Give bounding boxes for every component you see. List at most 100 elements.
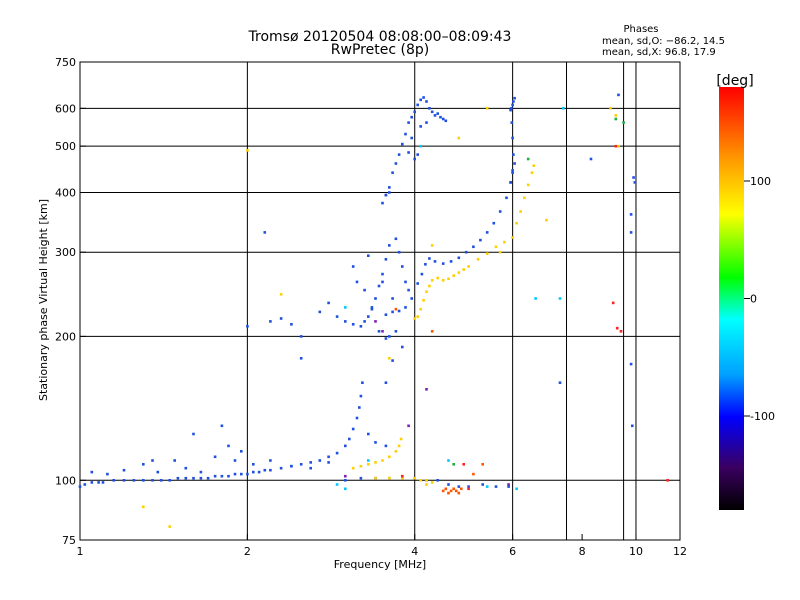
data-point <box>492 221 496 225</box>
y-tick-label: 500 <box>55 140 76 153</box>
data-point <box>532 164 536 167</box>
data-point <box>374 441 377 444</box>
data-point <box>344 474 347 478</box>
data-point <box>510 121 514 124</box>
data-point <box>377 284 381 288</box>
data-point <box>632 176 635 179</box>
data-point <box>452 463 455 466</box>
data-point <box>367 459 370 462</box>
data-point <box>335 315 339 318</box>
data-point <box>370 306 374 309</box>
data-point <box>479 238 482 242</box>
data-point <box>614 114 618 117</box>
data-point <box>381 280 384 284</box>
data-point <box>485 231 489 234</box>
data-point <box>485 485 489 488</box>
data-point <box>381 330 384 333</box>
data-point <box>436 276 439 280</box>
data-point <box>309 461 312 464</box>
data-point <box>511 103 514 107</box>
data-point <box>503 240 506 244</box>
data-point <box>394 162 398 165</box>
x-tick-label: 2 <box>244 545 251 558</box>
x-axis-ticks: 1 2 4 6 8 10 12 <box>77 534 687 558</box>
data-point <box>419 479 422 482</box>
data-point <box>428 284 431 288</box>
data-point <box>233 459 237 462</box>
data-point <box>481 463 484 466</box>
data-point <box>122 468 126 472</box>
data-point <box>269 468 272 472</box>
data-point <box>263 468 267 472</box>
colorbar-tick-label: -100 <box>750 410 775 423</box>
data-point <box>391 297 394 300</box>
data-point <box>615 326 619 330</box>
data-point <box>513 162 516 165</box>
data-point <box>388 455 391 459</box>
data-point <box>401 474 404 478</box>
data-point <box>419 125 422 128</box>
data-point <box>558 297 562 300</box>
data-point <box>425 388 428 391</box>
data-point <box>545 218 548 222</box>
data-point <box>184 466 188 470</box>
data-point <box>401 476 404 480</box>
data-point <box>252 463 255 466</box>
data-point <box>348 437 351 441</box>
y-tick-label: 200 <box>55 330 76 343</box>
data-point <box>449 489 453 493</box>
data-point <box>511 136 514 140</box>
data-point <box>246 149 249 152</box>
data-point <box>397 153 401 156</box>
data-point <box>290 464 293 468</box>
data-point <box>424 263 427 266</box>
data-point <box>401 345 404 349</box>
data-point <box>299 357 303 360</box>
y-tick-label: 100 <box>55 474 76 487</box>
data-point <box>416 103 419 107</box>
data-point <box>436 479 439 482</box>
data-point <box>413 110 416 114</box>
data-point <box>464 250 468 254</box>
data-point <box>142 463 145 466</box>
data-point <box>394 450 398 453</box>
data-point <box>358 406 361 409</box>
data-point <box>505 196 508 200</box>
data-point <box>83 483 87 486</box>
data-point <box>404 132 407 136</box>
data-point <box>192 432 195 436</box>
data-point <box>257 470 261 474</box>
data-point <box>439 115 442 119</box>
data-point <box>367 315 370 318</box>
data-point <box>192 476 195 480</box>
data-point <box>327 301 330 305</box>
data-point <box>481 483 484 486</box>
x-tick-label: 4 <box>411 545 418 558</box>
data-point <box>410 297 413 300</box>
data-point <box>425 479 428 482</box>
data-point <box>388 476 391 480</box>
data-point <box>351 265 355 268</box>
data-point <box>534 297 537 300</box>
data-point <box>416 153 419 156</box>
data-point <box>367 432 370 436</box>
x-tick-label: 8 <box>579 545 586 558</box>
data-point <box>433 260 437 263</box>
data-point <box>374 320 377 323</box>
data-point <box>509 108 512 112</box>
data-point <box>407 424 410 428</box>
data-point <box>509 181 512 184</box>
data-point <box>106 472 109 476</box>
data-point <box>457 491 461 495</box>
data-point <box>425 121 428 124</box>
data-point <box>494 485 498 488</box>
data-point <box>309 466 312 470</box>
grid-lines <box>79 62 681 540</box>
x-tick-label: 12 <box>673 545 687 558</box>
data-point <box>511 236 514 239</box>
data-point <box>399 437 403 441</box>
data-point <box>515 487 518 491</box>
data-point <box>173 459 176 462</box>
data-point <box>472 472 475 476</box>
